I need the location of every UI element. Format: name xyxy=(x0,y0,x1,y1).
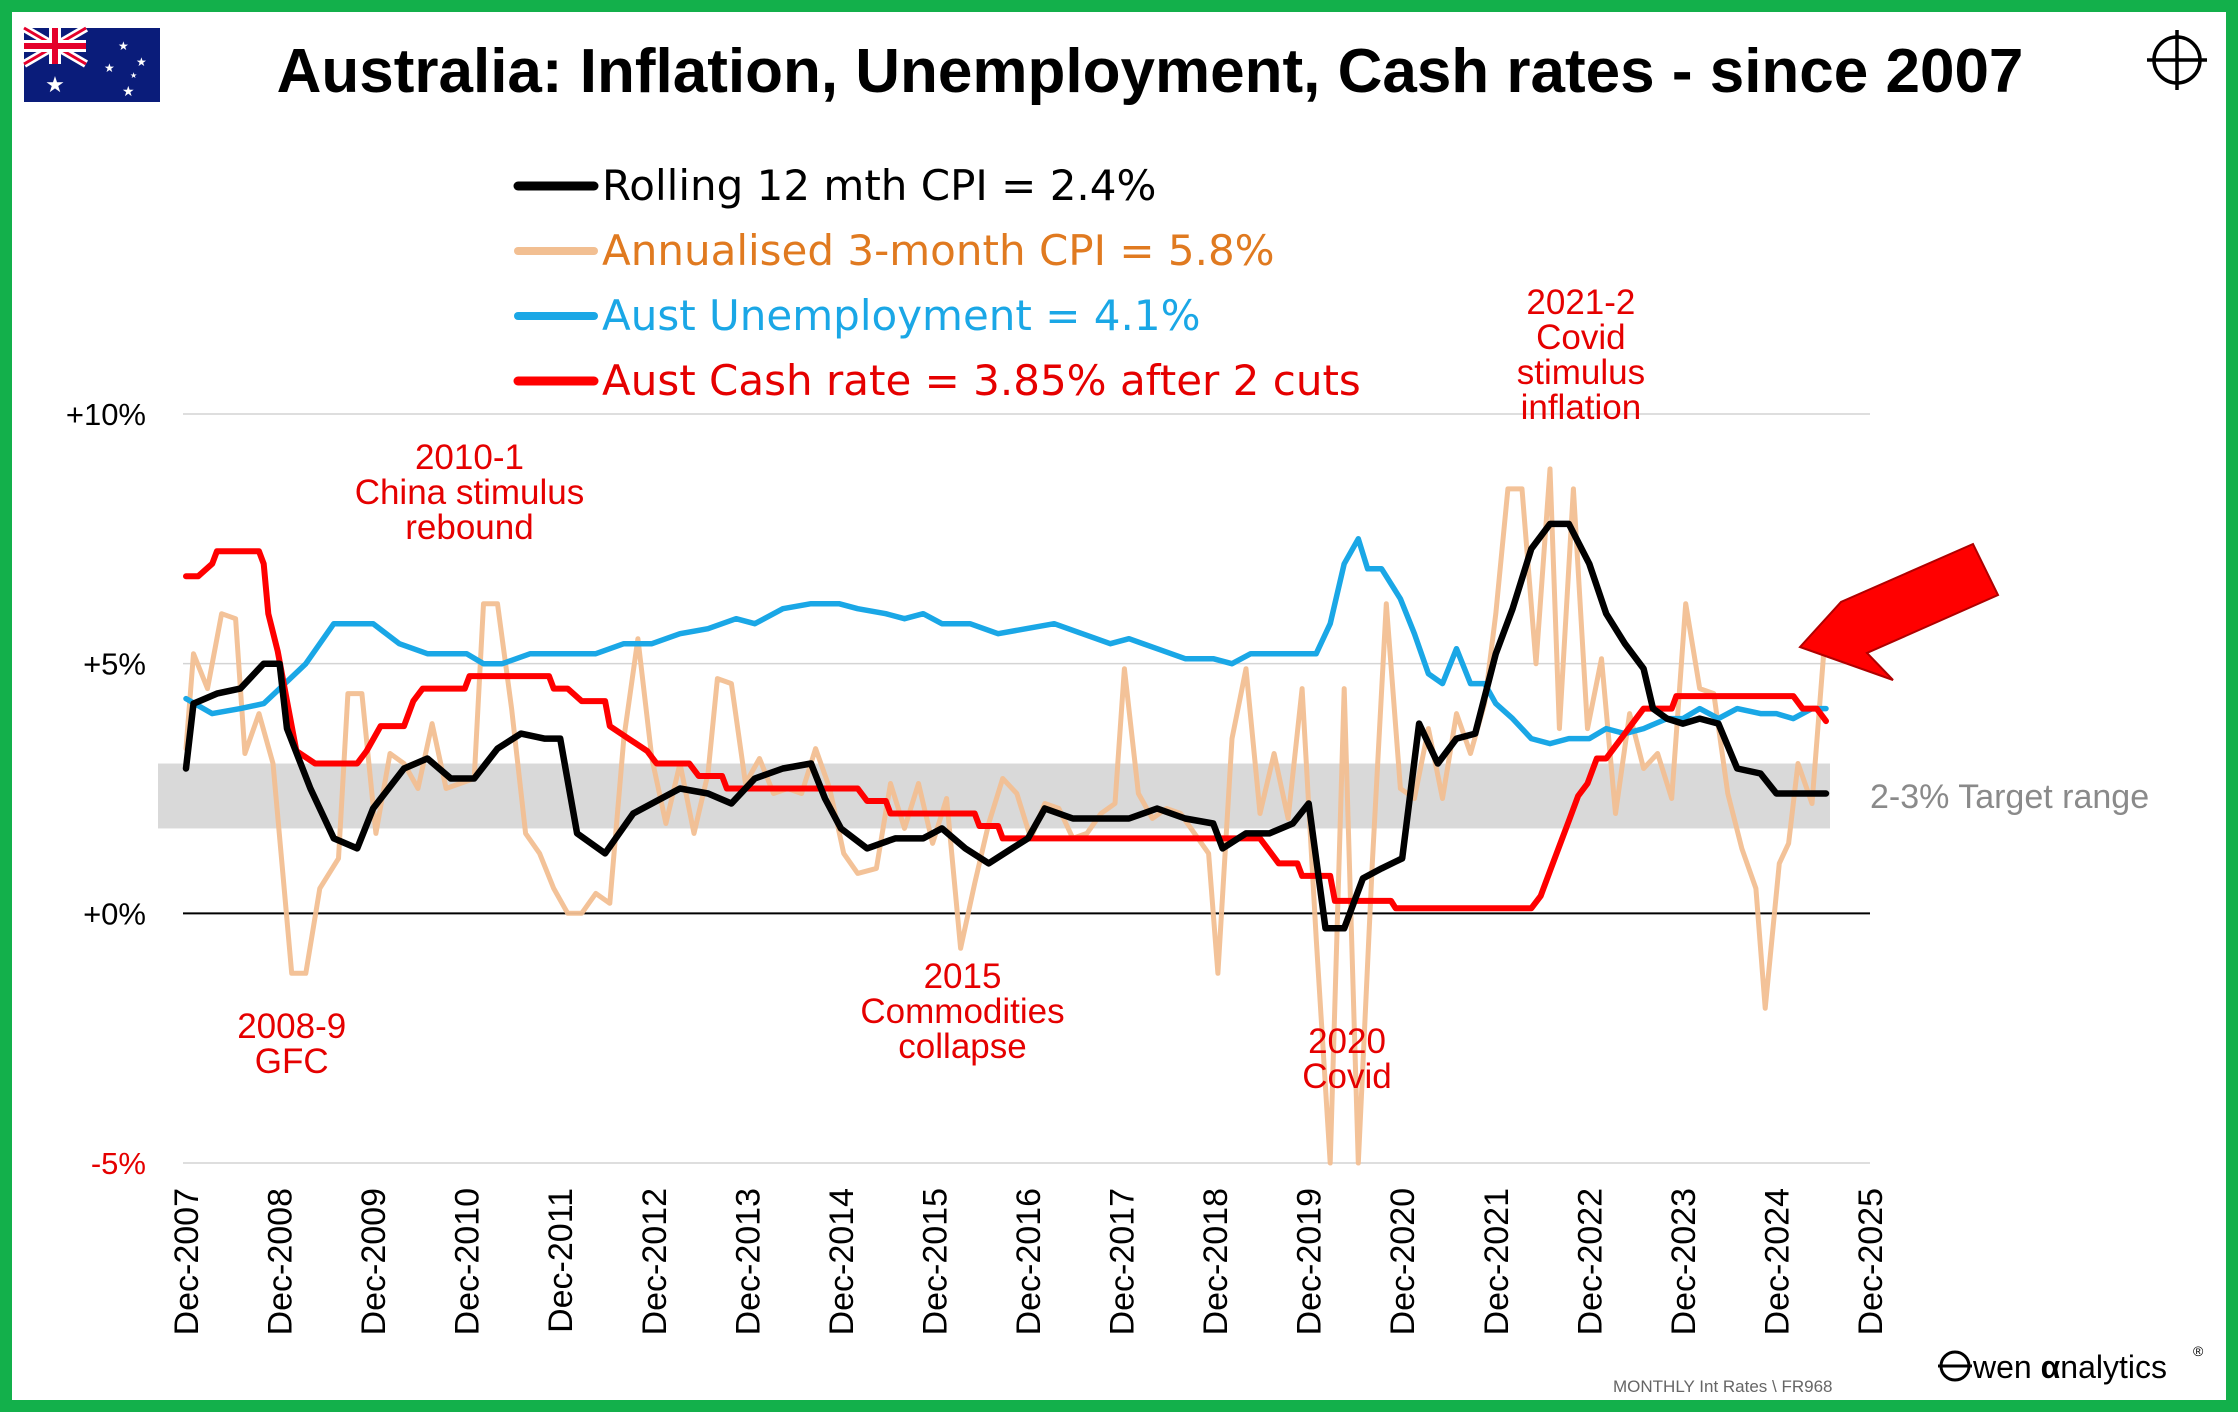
x-tick-label: Dec-2016 xyxy=(1010,1188,1048,1335)
brand-text-b: nalytics xyxy=(2060,1349,2167,1385)
pointer-arrow-icon xyxy=(1798,542,2000,681)
australian-flag-icon: ★ ★ ★ ★ ★ ★ xyxy=(21,24,160,102)
brand-text-alpha: α xyxy=(2041,1349,2061,1385)
series-line-cash xyxy=(183,548,1829,912)
brand-text-a: wen xyxy=(1972,1349,2041,1385)
x-tick-label: Dec-2007 xyxy=(168,1188,206,1335)
footer-source: MONTHLY Int Rates \ FR968 xyxy=(1613,1377,1833,1396)
x-tick-label: Dec-2015 xyxy=(916,1188,954,1335)
y-tick-label: +10% xyxy=(66,397,146,432)
annotation: 2010-1 China stimulus rebound xyxy=(355,438,585,547)
y-tick-label: -5% xyxy=(91,1146,146,1181)
x-tick-label: Dec-2017 xyxy=(1104,1188,1142,1335)
legend-label-unemployment: Aust Unemployment = 4.1% xyxy=(602,291,1200,340)
owen-analytics-logo: wen αnalytics ® xyxy=(1938,1343,2204,1385)
y-tick-label: +5% xyxy=(83,647,146,682)
x-tick-label: Dec-2014 xyxy=(823,1188,861,1335)
target-band xyxy=(158,763,1830,829)
x-tick-label: Dec-2010 xyxy=(449,1188,487,1335)
x-tick-label: Dec-2008 xyxy=(262,1188,300,1335)
gridlines xyxy=(183,413,1870,1164)
svg-text:★: ★ xyxy=(122,84,135,100)
x-tick-label: Dec-2013 xyxy=(729,1188,767,1335)
x-tick-label: Dec-2024 xyxy=(1758,1188,1796,1335)
svg-text:★: ★ xyxy=(104,61,115,75)
series-line-unemployment xyxy=(183,536,1829,747)
x-tick-label: Dec-2021 xyxy=(1478,1188,1516,1335)
svg-text:wen αnalytics: wen αnalytics xyxy=(1972,1349,2167,1385)
y-tick-label: +0% xyxy=(83,896,146,931)
x-tick-label: Dec-2012 xyxy=(636,1188,674,1335)
legend-label-cpi12: Rolling 12 mth CPI = 2.4% xyxy=(602,161,1156,210)
x-tick-label: Dec-2019 xyxy=(1291,1188,1329,1335)
svg-text:★: ★ xyxy=(130,71,137,80)
x-tick-label: Dec-2025 xyxy=(1852,1188,1890,1335)
annotation: 2020 Covid xyxy=(1302,1022,1391,1096)
x-tick-label: Dec-2022 xyxy=(1571,1188,1609,1335)
x-tick-label: Dec-2011 xyxy=(542,1188,580,1333)
series-line-cpi3 xyxy=(183,466,1829,1166)
brand-registered: ® xyxy=(2193,1343,2204,1359)
svg-text:★: ★ xyxy=(136,55,147,69)
target-band-layer: 2-3% Target range xyxy=(158,763,2149,829)
legend-label-cpi3: Annualised 3-month CPI = 5.8% xyxy=(602,226,1275,275)
x-axis-ticks: Dec-2007 Dec-2008 Dec-2009 Dec-2010 Dec-2011… xyxy=(168,1188,1890,1335)
svg-text:★: ★ xyxy=(118,39,129,53)
series-lines xyxy=(182,466,1830,1166)
y-axis-ticks: +10% +5% +0% -5% xyxy=(66,397,146,1181)
x-tick-label: Dec-2009 xyxy=(355,1188,393,1335)
x-tick-label: Dec-2020 xyxy=(1384,1188,1422,1335)
annotation: 2021-2 Covid stimulus inflation xyxy=(1517,283,1645,427)
chart-title: Australia: Inflation, Unemployment, Cash… xyxy=(277,37,2024,106)
svg-text:★: ★ xyxy=(45,73,65,98)
x-tick-label: Dec-2018 xyxy=(1197,1188,1235,1335)
x-tick-label: Dec-2023 xyxy=(1665,1188,1703,1335)
legend: Rolling 12 mth CPI = 2.4% Annualised 3-m… xyxy=(513,161,1361,405)
annotations: 2008-9 GFC 2010-1 China stimulus rebound 2015… xyxy=(237,283,1645,1096)
legend-label-cash: Aust Cash rate = 3.85% after 2 cuts xyxy=(602,356,1361,405)
crosshair-icon xyxy=(2147,30,2207,90)
annotation: 2008-9 GFC xyxy=(237,1007,346,1081)
target-band-label: 2-3% Target range xyxy=(1870,778,2149,816)
annotation: 2015 Commodities collapse xyxy=(860,957,1064,1066)
series-line-cpi12 xyxy=(182,520,1830,932)
